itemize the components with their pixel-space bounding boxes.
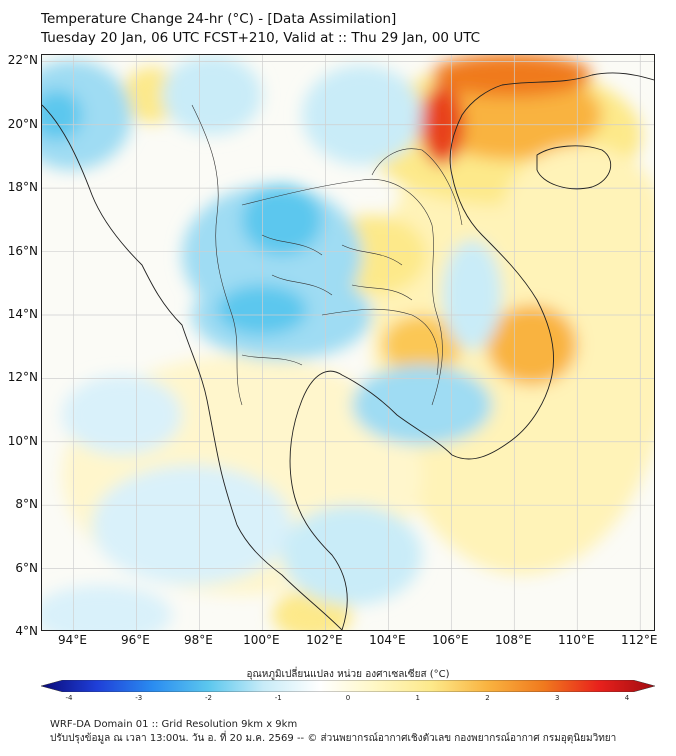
colorbar-label: อุณหภูมิเปลี่ยนแปลง หน่วย องศาเซลเซียส (… [246, 669, 450, 680]
latitude-label: 14°N [7, 306, 38, 321]
longitude-label: 102°E [306, 633, 343, 647]
warm-field [432, 55, 592, 97]
cold-field [92, 465, 292, 585]
colorbar-tick-label: 3 [555, 694, 560, 702]
colorbar-tick-label: 4 [624, 694, 630, 702]
border-line [241, 178, 443, 406]
country-borders [191, 104, 463, 406]
latitude-label: 20°N [7, 116, 38, 131]
longitude-label: 98°E [183, 633, 213, 647]
cold-field [62, 375, 182, 455]
colorbar-tick-label: -4 [65, 694, 73, 702]
colorbar-tick-label: -1 [274, 694, 282, 702]
cold-field [42, 585, 172, 630]
colorbar-tick-label: 1 [415, 694, 420, 702]
colorbar-tick-label: 2 [485, 694, 490, 702]
title-block: Temperature Change 24-hr (°C) - [Data As… [41, 10, 480, 48]
province-lines [241, 234, 333, 366]
latitude-label: 6°N [15, 560, 38, 575]
latitude-label: 8°N [15, 497, 38, 512]
warm-field [487, 305, 577, 385]
footer: WRF-DA Domain 01 :: Grid Resolution 9km … [50, 718, 616, 746]
colorbar-tick-label: -3 [135, 694, 143, 702]
temperature-map [42, 55, 654, 630]
latitude-label: 16°N [7, 243, 38, 258]
border-line [371, 148, 463, 226]
latitude-label: 22°N [7, 53, 38, 68]
hainan-island [536, 145, 612, 190]
latitude-label: 4°N [15, 624, 38, 638]
latitude-label: 12°N [7, 370, 38, 385]
coastline [501, 72, 654, 86]
coastline [42, 104, 238, 526]
warm-field [502, 145, 654, 285]
coastline [449, 84, 555, 460]
footer-line-2: ปรับปรุงข้อมูล ณ เวลา 13:00น. วัน อ. ที่… [50, 733, 617, 744]
colorbar-tick-label: 0 [345, 694, 351, 702]
cold-field [442, 240, 502, 350]
cold-field [302, 65, 422, 165]
temperature-field [42, 55, 654, 630]
colorbar-tick-label: -2 [205, 694, 212, 702]
map-frame [41, 54, 655, 631]
longitude-label: 108°E [495, 633, 532, 647]
longitude-label: 112°E [621, 633, 658, 647]
cold-field [217, 285, 307, 335]
province-lines [341, 244, 413, 301]
longitude-label: 106°E [432, 633, 469, 647]
cold-field [42, 90, 82, 140]
colorbar [41, 680, 655, 692]
longitude-label: 94°E [58, 633, 87, 647]
border-line [191, 104, 243, 406]
longitude-label: 110°E [558, 633, 595, 647]
cold-field [42, 60, 132, 170]
coastline [289, 370, 453, 630]
cold-field [352, 365, 492, 445]
colorbar-bar [41, 680, 655, 692]
border-line [321, 308, 439, 376]
cold-field [242, 185, 322, 255]
latitude-label: 18°N [7, 180, 38, 195]
coastline [236, 524, 343, 630]
footer-line-1: WRF-DA Domain 01 :: Grid Resolution 9km … [50, 719, 298, 730]
coastlines [42, 72, 654, 630]
longitude-label: 100°E [243, 633, 280, 647]
longitude-label: 104°E [369, 633, 406, 647]
latitude-label: 10°N [7, 433, 38, 448]
map-title: Temperature Change 24-hr (°C) - [Data As… [41, 11, 397, 27]
map-subtitle: Tuesday 20 Jan, 06 UTC FCST+210, Valid a… [41, 30, 481, 46]
cold-field [282, 505, 422, 605]
longitude-label: 96°E [121, 633, 150, 647]
cold-field [162, 55, 262, 135]
map-gridlines [42, 55, 654, 630]
